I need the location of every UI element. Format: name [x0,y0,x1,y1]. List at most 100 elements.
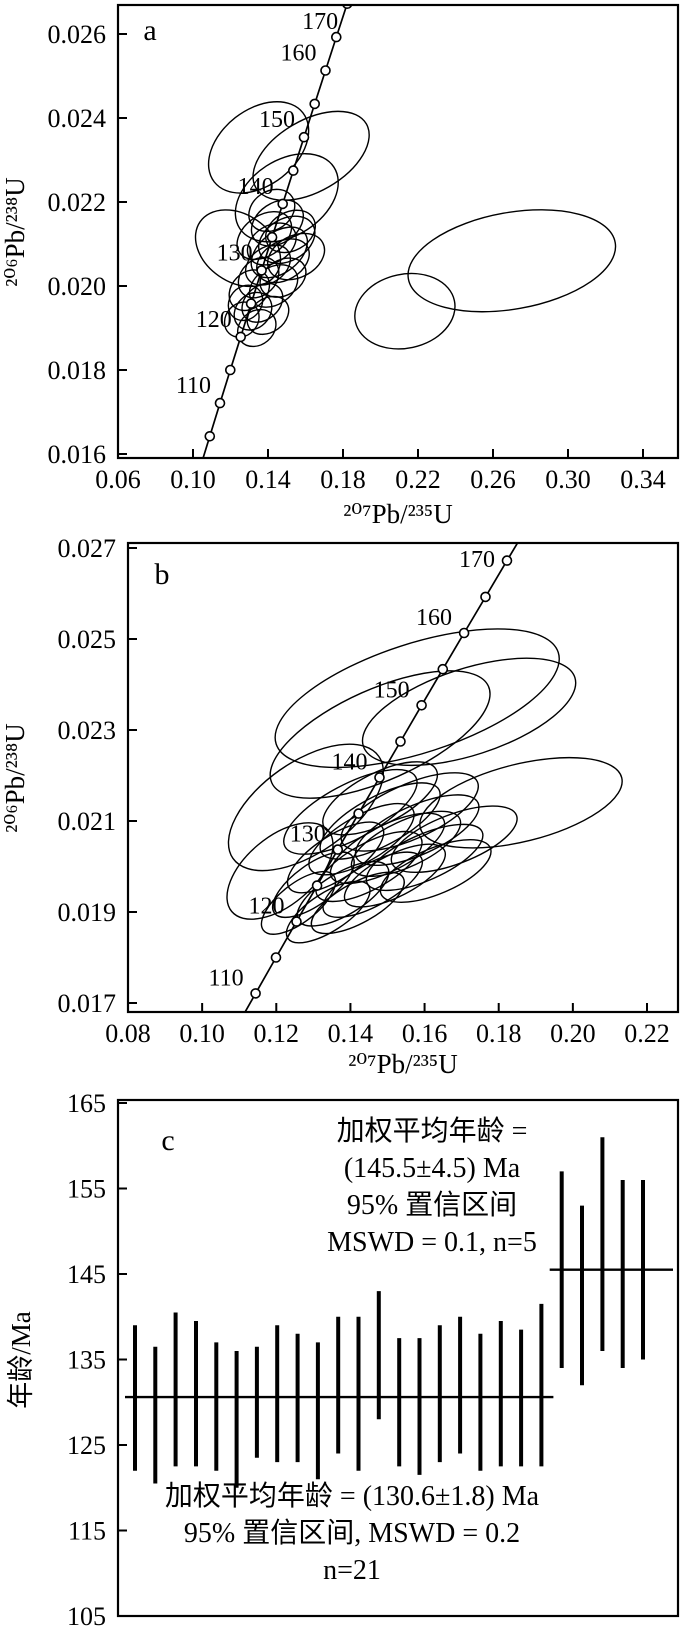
error-ellipse [354,794,480,867]
x-tick-label: 0.10 [179,1019,225,1048]
concordia-age-label: 140 [331,750,367,776]
concordia-age-marker [416,699,427,711]
panel-b-xaxis-title: ²⁰⁷Pb/²³⁵U [348,1049,457,1079]
y-tick-label: 0.019 [58,898,117,927]
concordia-age-marker [480,591,491,603]
annotation-line: MSWD = 0.1, n=5 [327,1227,537,1258]
y-tick-label: 0.018 [48,356,107,385]
error-ellipse [207,101,310,194]
error-ellipse [267,232,326,281]
concordia-age-marker [330,31,342,43]
concordia-age-marker [309,98,321,110]
error-ellipse [248,188,296,233]
error-ellipse [407,209,617,313]
plot-border [126,541,680,1014]
x-tick-label: 0.30 [545,465,591,494]
panel-a-yaxis-title: ²⁰⁶Pb/²³⁸U [0,177,30,286]
y-tick-label: 145 [67,1260,106,1289]
y-tick-label: 0.023 [58,716,117,745]
panel-b-letter: b [155,558,170,591]
concordia-age-marker [287,165,299,176]
x-tick-label: 0.14 [245,465,291,494]
error-ellipse [354,272,456,350]
error-ellipse [246,295,290,336]
y-tick-label: 0.017 [58,989,117,1018]
concordia-age-label: 150 [374,677,410,703]
x-tick-label: 0.22 [624,1019,670,1048]
plot-border [116,1098,680,1618]
concordia-age-label: 120 [196,307,232,333]
error-ellipse [315,830,423,903]
x-tick-label: 0.22 [395,465,441,494]
annotation-line: 95% 置信区间, MSWD = 0.2 [184,1517,520,1549]
concordia-age-marker [277,198,289,210]
x-tick-label: 0.34 [620,465,666,494]
concordia-age-marker [225,364,236,376]
y-tick-label: 0.022 [48,188,107,217]
x-tick-label: 0.06 [95,465,141,494]
error-ellipse [265,209,316,254]
annotation-line: (145.5±4.5) Ma [344,1153,521,1184]
y-tick-label: 0.026 [48,20,107,49]
y-tick-label: 125 [67,1431,106,1460]
y-tick-label: 0.021 [58,807,117,836]
error-ellipse [236,211,293,261]
concordia-age-marker [235,331,246,343]
concordia-age-marker [270,952,282,963]
annotation-line: 加权平均年龄 = [337,1115,528,1147]
concordia-age-label: 170 [459,547,495,573]
error-ellipse [361,657,577,767]
error-ellipse [234,153,339,243]
concordia-age-label: 130 [217,240,253,266]
x-tick-label: 0.12 [254,1019,300,1048]
concordia-age-label: 160 [280,40,316,66]
concordia-age-marker [204,430,216,442]
error-ellipse [390,805,518,874]
concordia-age-marker [395,736,406,747]
x-tick-label: 0.08 [105,1019,151,1048]
y-tick-label: 0.016 [48,440,107,469]
concordia-age-marker [311,880,323,891]
plot-area [194,5,617,458]
x-tick-label: 0.26 [470,465,516,494]
panel-a-concordia: 0.06 0.10 0.14 0.18 0.22 0.26 0.30 0.34 0.016 0.0… [48,3,680,494]
concordia-age-marker [320,65,331,76]
error-ellipse [259,257,307,298]
x-tick-label: 0.20 [550,1019,596,1048]
error-ellipse [319,782,441,860]
panel-c-weighted-mean: 105 115 125 135 145 155 165 加权平均年龄 = (145.5±4.5)… [67,1089,680,1631]
concordia-age-label: 110 [176,373,211,399]
panel-a-letter: a [143,14,156,47]
concordia-age-label: 150 [259,107,295,133]
error-ellipse [365,823,484,892]
plot-border [116,3,680,460]
error-ellipse [322,851,424,918]
error-ellipse [350,810,462,877]
x-tick-label: 0.18 [320,465,366,494]
concordia-age-marker [214,397,226,409]
panel-c-yaxis-title: 年龄/Ma [6,1311,36,1409]
panel-c-letter: c [161,1124,174,1157]
concordia-age-label: 120 [248,894,284,920]
error-ellipse [343,843,447,908]
y-tick-label: 165 [67,1089,106,1118]
x-tick-label: 0.16 [402,1019,448,1048]
concordia-age-label: 130 [290,822,326,848]
x-tick-label: 0.18 [476,1019,522,1048]
error-ellipse [310,871,405,935]
y-tick-label: 115 [68,1517,106,1546]
concordia-age-label: 160 [416,605,452,631]
y-tick-label: 105 [67,1602,106,1631]
error-ellipse [260,870,337,935]
concordia-age-marker [501,555,513,566]
error-ellipse [274,628,560,769]
concordia-age-marker [437,663,449,675]
panel-a-xaxis-title: ²⁰⁷Pb/²³⁵U [343,499,452,529]
y-tick-label: 155 [67,1175,106,1204]
error-ellipse [227,284,264,322]
error-ellipse [269,670,491,799]
error-ellipse [379,839,492,903]
concordia-age-marker [332,844,344,855]
